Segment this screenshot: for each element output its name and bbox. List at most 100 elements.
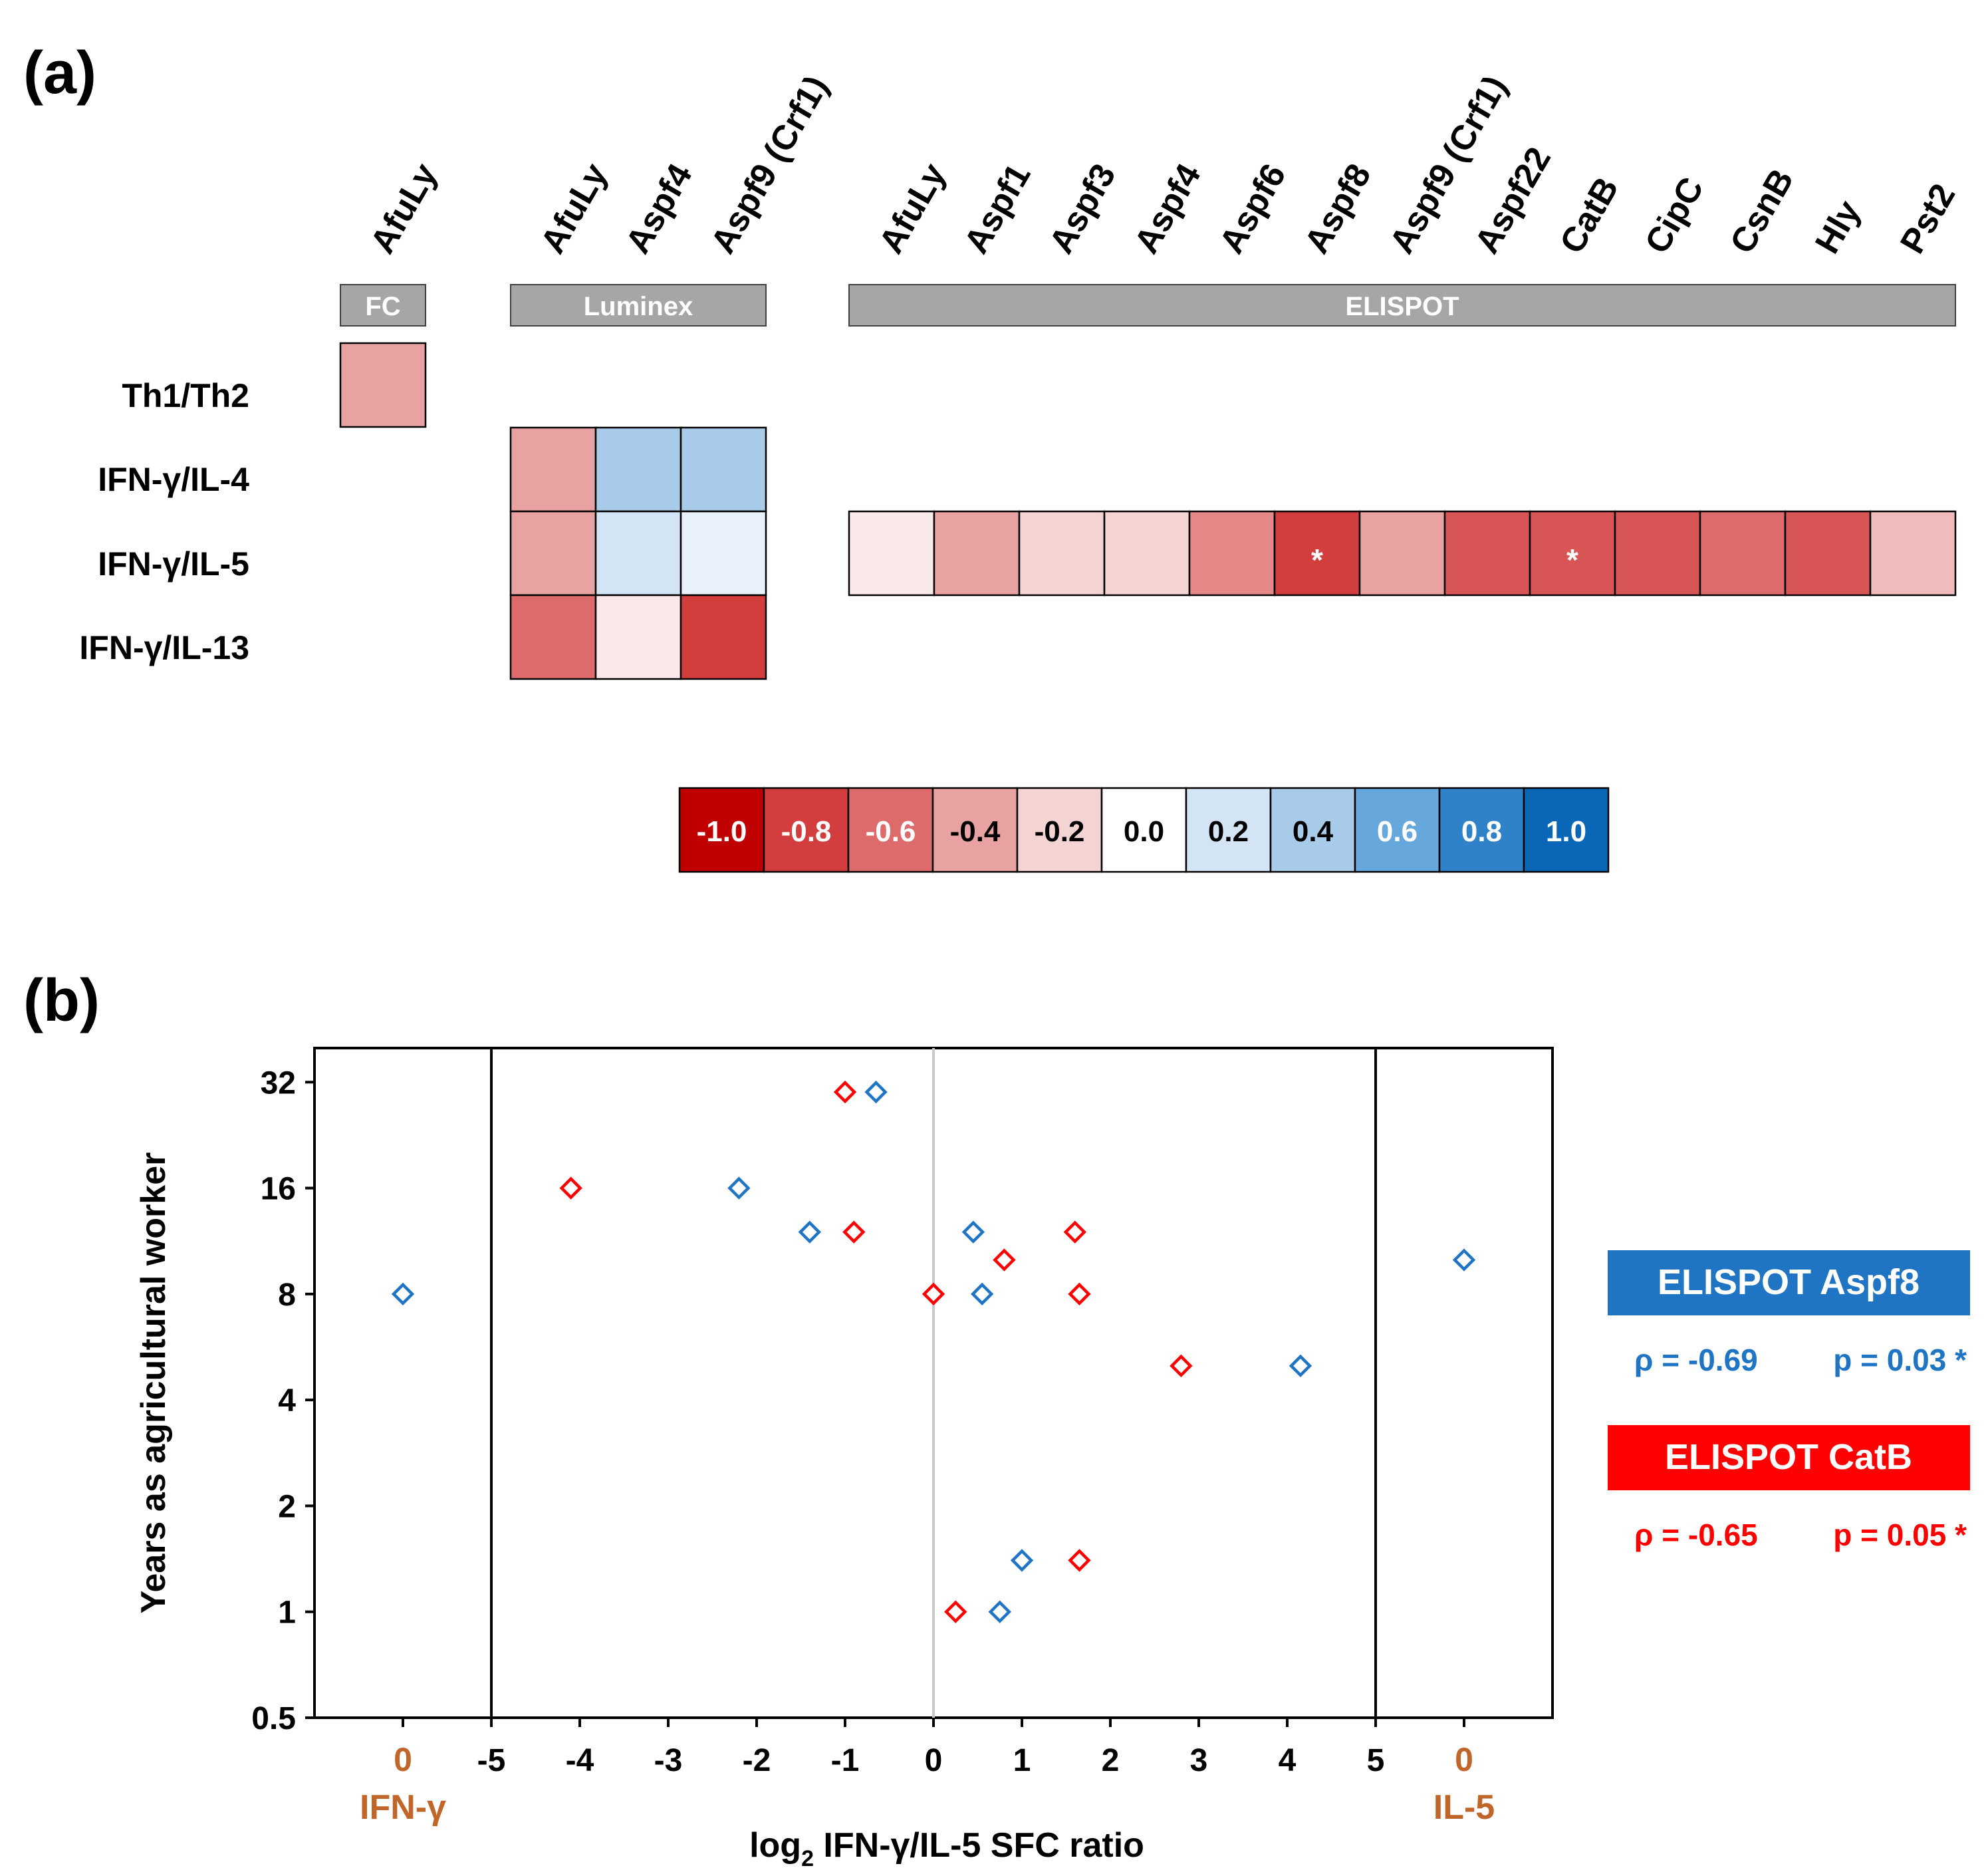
colorscale-label: 0.6 [1377, 815, 1418, 848]
data-point [727, 1176, 751, 1200]
data-point [1452, 1248, 1476, 1272]
x-tick-label: -4 [566, 1743, 594, 1778]
column-label-csnb: CsnB [1723, 162, 1801, 260]
heatmap-cell [933, 510, 1021, 597]
column-label-afuly: AfuLy [872, 157, 953, 260]
column-label-aspf8: Aspf8 [1297, 158, 1378, 260]
group-header-bar [848, 284, 1956, 327]
group-header-label: Luminex [584, 292, 693, 321]
significance-star: * [1311, 543, 1323, 577]
data-point [988, 1600, 1011, 1623]
column-label-pst2: Pst2 [1893, 178, 1963, 260]
heatmap-cell [509, 426, 597, 513]
colorscale-swatch [932, 787, 1019, 873]
column-label-afuly: AfuLy [533, 157, 615, 260]
series-elispot-aspf8 [391, 1080, 1476, 1623]
legend-elispot-catb: ELISPOT CatB ρ = -0.65 p = 0.05 * [1608, 1425, 1970, 1552]
heatmap-cell [1103, 510, 1191, 597]
heatmap-cell [1358, 510, 1446, 597]
legend-p-value: p = 0.05 * [1833, 1518, 1967, 1552]
y-tick-label: 1 [278, 1595, 296, 1631]
data-point [798, 1220, 821, 1244]
heatmap-cell [680, 510, 767, 597]
x-tick-label: -2 [743, 1743, 771, 1778]
colorscale-label: -0.8 [781, 815, 832, 848]
group-header-bar [510, 284, 767, 327]
row-label-ifn-il-4: IFN-γ/IL-4 [98, 461, 249, 498]
heatmap-cell [1869, 510, 1957, 597]
data-point [864, 1080, 888, 1104]
colorscale-swatch [847, 787, 934, 873]
x-axis-title-prefix: log [749, 1826, 801, 1865]
row-label-th1-th2: Th1/Th2 [122, 377, 249, 414]
group-luminex: Luminex AfuLy Aspf4 Aspf9 (Crf1) [510, 69, 836, 327]
group-header-label: ELISPOT [1345, 292, 1459, 321]
colorscale-swatch [1438, 787, 1525, 873]
y-tick-label: 0.5 [251, 1701, 296, 1736]
colorscale-swatch [1523, 787, 1610, 873]
colorscale-label: 1.0 [1546, 815, 1586, 848]
column-label-aspf1: Aspf1 [957, 158, 1038, 260]
legend-rho: ρ = -0.69 [1634, 1343, 1758, 1377]
data-point [993, 1248, 1016, 1272]
y-tick-label: 8 [278, 1277, 296, 1313]
column-label-hly: Hly [1808, 194, 1868, 260]
series-elispot-catb [559, 1080, 1193, 1623]
heatmap-cell [509, 510, 597, 597]
column-label-aspf4: Aspf4 [1127, 158, 1209, 260]
column-label-afuly: AfuLy [363, 157, 445, 260]
legend-rho: ρ = -0.65 [1634, 1518, 1758, 1552]
colorscale-label: -0.6 [866, 815, 916, 848]
row-label-ifn-il-13: IFN-γ/IL-13 [79, 629, 249, 666]
legend-elispot-aspf8: ELISPOT Aspf8 ρ = -0.69 p = 0.03 * [1608, 1250, 1970, 1377]
colorscale-swatch [1269, 787, 1356, 873]
heatmap-cell [339, 342, 427, 428]
x-tick-label: 3 [1190, 1743, 1208, 1778]
heatmap-cell [1443, 510, 1531, 597]
heatmap-cell [848, 510, 935, 597]
colorscale-label: -0.2 [1035, 815, 1085, 848]
special-tick-label: 0 [1455, 1741, 1473, 1778]
colorscale-label: 0.8 [1461, 815, 1502, 848]
column-label-catb: CatB [1553, 171, 1626, 260]
heatmap-panel: FC AfuLy Luminex AfuLy Aspf4 Aspf9 (Crf1) ELIS… [79, 69, 1963, 680]
data-point [559, 1176, 582, 1200]
colorscale-label: 0.4 [1293, 815, 1334, 848]
colorscale-label: -0.4 [950, 815, 1001, 848]
heatmap-cell [1273, 510, 1361, 597]
heatmap-cell [594, 510, 682, 597]
group-header-label: FC [365, 292, 400, 321]
data-point [391, 1282, 415, 1306]
y-tick-label: 4 [278, 1383, 296, 1418]
legend-p-value: p = 0.03 * [1833, 1343, 1967, 1377]
data-point [833, 1080, 857, 1104]
y-tick-label: 16 [261, 1172, 296, 1207]
x-tick-label: -3 [654, 1743, 683, 1778]
colorscale-swatch [1354, 787, 1441, 873]
colorscale-swatch [678, 787, 765, 873]
group-fc: FC AfuLy [340, 157, 445, 327]
colorscale-swatch [1100, 787, 1187, 873]
column-label-aspf6: Aspf6 [1212, 158, 1293, 260]
data-point [944, 1600, 967, 1623]
y-tick-label: 32 [261, 1065, 296, 1101]
special-tick-label: 0 [394, 1741, 412, 1778]
data-point [1289, 1354, 1312, 1378]
column-label-cipc: CipC [1638, 171, 1711, 260]
colorscale-label: 0.2 [1208, 815, 1249, 848]
scatter-panel: 0.5 1 2 4 8 16 32 -5 -4 -3 -2 -1 0 1 2 3 4 5 0 IFN-γ 0 IL-5 lo… [134, 1047, 1970, 1871]
data-point [1068, 1282, 1091, 1306]
column-label-aspf9-crf1: Aspf9 (Crf1) [703, 69, 836, 260]
x-tick-label: 2 [1102, 1743, 1120, 1778]
legend-label: ELISPOT CatB [1665, 1437, 1912, 1477]
x-tick-label: 0 [925, 1743, 943, 1778]
special-tick-caption: IFN-γ [360, 1788, 446, 1827]
colorscale-swatch [1185, 787, 1272, 873]
x-axis-title-subscript: 2 [801, 1846, 814, 1871]
column-label-aspf22: Aspf22 [1467, 141, 1558, 260]
group-header-bar [340, 284, 426, 327]
panel-a-label: (a) [23, 40, 96, 106]
heatmap-cell [1614, 510, 1701, 597]
data-point [922, 1282, 945, 1306]
x-tick-label: 5 [1367, 1743, 1385, 1778]
